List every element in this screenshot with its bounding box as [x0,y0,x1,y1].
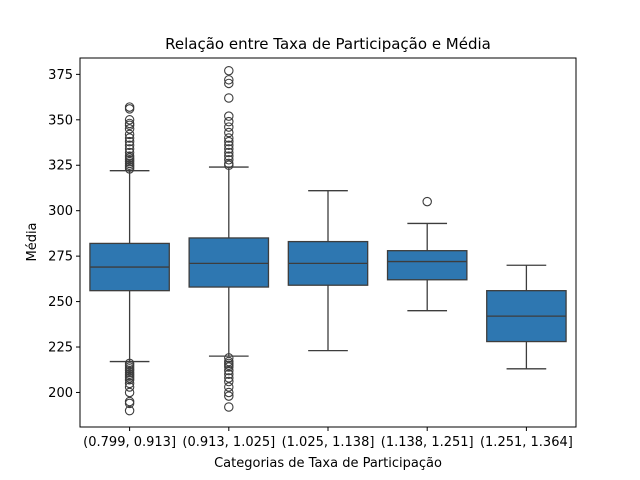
outlier-point [224,362,234,372]
x-axis-label: Categorias de Taxa de Participação [214,456,442,471]
outlier-point [224,365,234,376]
outlier-point [224,75,234,85]
outlier-point [224,158,234,169]
outlier-point [124,102,135,112]
outlier-point [224,387,234,398]
outlier-point [124,118,135,129]
outlier-point [224,136,234,147]
outlier-point [224,353,234,363]
outlier-point [224,376,234,387]
y-tick-label: 250 [48,295,73,310]
outlier-point [224,155,234,165]
y-axis-label: Média [25,222,40,261]
chart-title: Relação entre Taxa de Participação e Méd… [165,35,491,53]
outlier-point [224,391,234,401]
outlier-point [224,78,234,89]
outlier-point [124,398,135,409]
x-tick-label: (1.138, 1.251] [381,435,474,450]
y-tick-label: 225 [48,341,73,356]
outlier-point [224,147,234,158]
outlier-point [124,144,135,154]
x-tick-label: (0.913, 1.025] [182,435,275,450]
outlier-point [224,116,234,127]
outlier-point [224,151,234,161]
outlier-point [224,373,234,383]
outlier-point [422,196,432,207]
x-tick-label: (1.025, 1.138] [282,435,375,450]
y-axis: 200 225 250 275 300 325 350 375 [48,68,80,401]
outlier-point [124,133,135,143]
box-2 [188,65,270,412]
outlier-point [124,129,135,140]
outlier-point [124,151,135,161]
outlier-point [124,147,135,158]
box-5 [486,264,567,370]
outlier-point [224,122,234,132]
outlier-point [124,140,135,151]
x-tick-label: (0.799, 0.913] [83,435,176,450]
outlier-point [124,405,135,416]
outlier-point [124,382,135,392]
outlier-point [224,144,234,154]
outlier-point [224,65,234,76]
outlier-point [224,382,234,392]
outlier-point [224,369,234,380]
outlier-point [124,104,135,114]
x-axis: (0.799, 0.913] (0.913, 1.025] (1.025, 1.13… [83,427,573,450]
y-tick-label: 350 [48,113,73,128]
iqr-box [386,250,468,281]
outlier-point [124,378,135,389]
outlier-point [224,402,234,412]
y-tick-label: 275 [48,250,73,265]
box-3 [287,190,369,352]
outlier-point [224,111,234,121]
outlier-point [124,396,135,407]
outlier-point [124,124,135,134]
plot-area [89,65,567,416]
outlier-point [124,136,135,147]
x-tick-label: (1.251, 1.364] [480,435,573,450]
outlier-point [124,115,135,125]
iqr-box [188,237,270,288]
y-tick-label: 375 [48,68,73,83]
y-tick-label: 300 [48,204,73,219]
y-tick-label: 200 [48,386,73,401]
outlier-point [124,374,135,385]
box-1 [89,102,170,416]
box-4 [386,196,468,312]
outlier-point [224,127,234,138]
outlier-point [224,133,234,143]
outlier-point [224,93,234,103]
outlier-point [124,387,135,398]
outlier-point [224,140,234,151]
y-tick-label: 325 [48,159,73,174]
